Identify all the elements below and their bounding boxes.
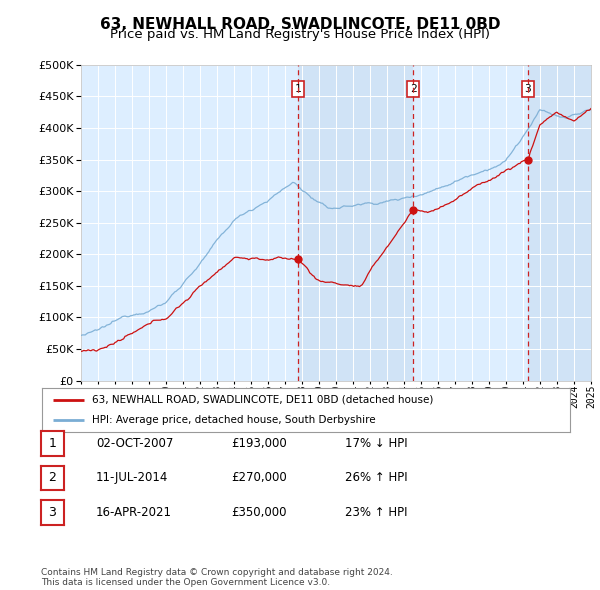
Text: 1: 1	[295, 84, 301, 94]
Text: 17% ↓ HPI: 17% ↓ HPI	[345, 437, 407, 450]
Text: 02-OCT-2007: 02-OCT-2007	[96, 437, 173, 450]
Text: Contains HM Land Registry data © Crown copyright and database right 2024.
This d: Contains HM Land Registry data © Crown c…	[41, 568, 392, 587]
Text: Price paid vs. HM Land Registry's House Price Index (HPI): Price paid vs. HM Land Registry's House …	[110, 28, 490, 41]
Text: 26% ↑ HPI: 26% ↑ HPI	[345, 471, 407, 484]
Text: 3: 3	[524, 84, 532, 94]
Bar	[528, 65, 591, 381]
Text: 23% ↑ HPI: 23% ↑ HPI	[345, 506, 407, 519]
Text: 3: 3	[48, 506, 56, 519]
Text: HPI: Average price, detached house, South Derbyshire: HPI: Average price, detached house, Sout…	[92, 415, 376, 425]
Text: £193,000: £193,000	[231, 437, 287, 450]
Text: 16-APR-2021: 16-APR-2021	[96, 506, 172, 519]
Text: 2: 2	[410, 84, 416, 94]
Text: 63, NEWHALL ROAD, SWADLINCOTE, DE11 0BD (detached house): 63, NEWHALL ROAD, SWADLINCOTE, DE11 0BD …	[92, 395, 434, 405]
Text: 11-JUL-2014: 11-JUL-2014	[96, 471, 169, 484]
Text: £350,000: £350,000	[231, 506, 287, 519]
Text: 1: 1	[48, 437, 56, 450]
Text: £270,000: £270,000	[231, 471, 287, 484]
Text: 2: 2	[48, 471, 56, 484]
Text: 63, NEWHALL ROAD, SWADLINCOTE, DE11 0BD: 63, NEWHALL ROAD, SWADLINCOTE, DE11 0BD	[100, 17, 500, 31]
Bar	[298, 65, 413, 381]
